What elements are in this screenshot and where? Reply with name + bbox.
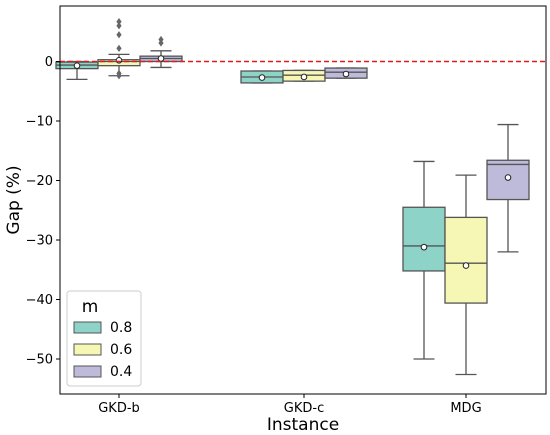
box-0.8-GKD-c	[240, 70, 284, 84]
outlier-point	[116, 31, 122, 39]
legend-label-0.6: 0.6	[110, 342, 132, 358]
box-0.8-MDG	[402, 160, 446, 360]
y-tick-label: −20	[26, 174, 53, 189]
box-0.8-GKD-b	[55, 60, 99, 80]
y-tick-label: 0	[45, 55, 53, 70]
y-tick-label: −30	[26, 234, 53, 249]
mean-marker	[462, 262, 470, 269]
box-0.4-GKD-b	[139, 35, 183, 69]
mean-marker	[504, 174, 512, 181]
legend-label-0.4: 0.4	[110, 364, 132, 380]
box-0.4-MDG	[486, 123, 530, 253]
x-axis-title: Instance	[267, 415, 339, 435]
box-body	[402, 206, 446, 272]
legend: m 0.8 0.6 0.4	[66, 290, 142, 387]
y-axis-title: Gap (%)	[4, 165, 24, 234]
box-0.6-GKD-b	[97, 18, 141, 80]
x-tick-label: MDG	[450, 401, 481, 416]
outlier-point	[116, 18, 122, 26]
y-tick-label: −10	[26, 115, 53, 130]
mean-marker	[300, 73, 308, 81]
box-0.6-GKD-c	[282, 69, 326, 82]
mean-marker	[342, 70, 350, 78]
outlier-point	[116, 44, 122, 53]
outlier-point	[158, 35, 164, 44]
outlier-point	[116, 22, 122, 30]
x-tick-label: GKD-b	[98, 401, 140, 416]
y-tick-label: −50	[26, 353, 53, 368]
axes: 0 −10 −20 −30 −40 −50 GKD-b GKD-c MDG Instance Gap…	[4, 5, 547, 435]
mean-marker	[420, 243, 428, 251]
x-tick-label: GKD-c	[284, 401, 324, 416]
legend-swatch-0.6	[73, 343, 102, 356]
plot-frame	[59, 5, 547, 395]
legend-title: m	[82, 297, 99, 317]
box-0.4-GKD-c	[324, 67, 368, 79]
mean-marker	[258, 74, 266, 81]
outlier-point	[116, 72, 122, 80]
box-0.6-MDG	[444, 174, 488, 376]
mean-marker	[157, 55, 165, 62]
box-body	[444, 216, 488, 304]
legend-swatch-0.4	[73, 365, 102, 378]
legend-swatch-0.8	[73, 321, 102, 334]
legend-box	[66, 290, 142, 387]
legend-label-0.8: 0.8	[110, 320, 132, 336]
mean-marker	[115, 57, 123, 64]
y-tick-label: −40	[26, 293, 53, 308]
mean-marker	[73, 62, 81, 69]
plot-area	[55, 18, 546, 376]
